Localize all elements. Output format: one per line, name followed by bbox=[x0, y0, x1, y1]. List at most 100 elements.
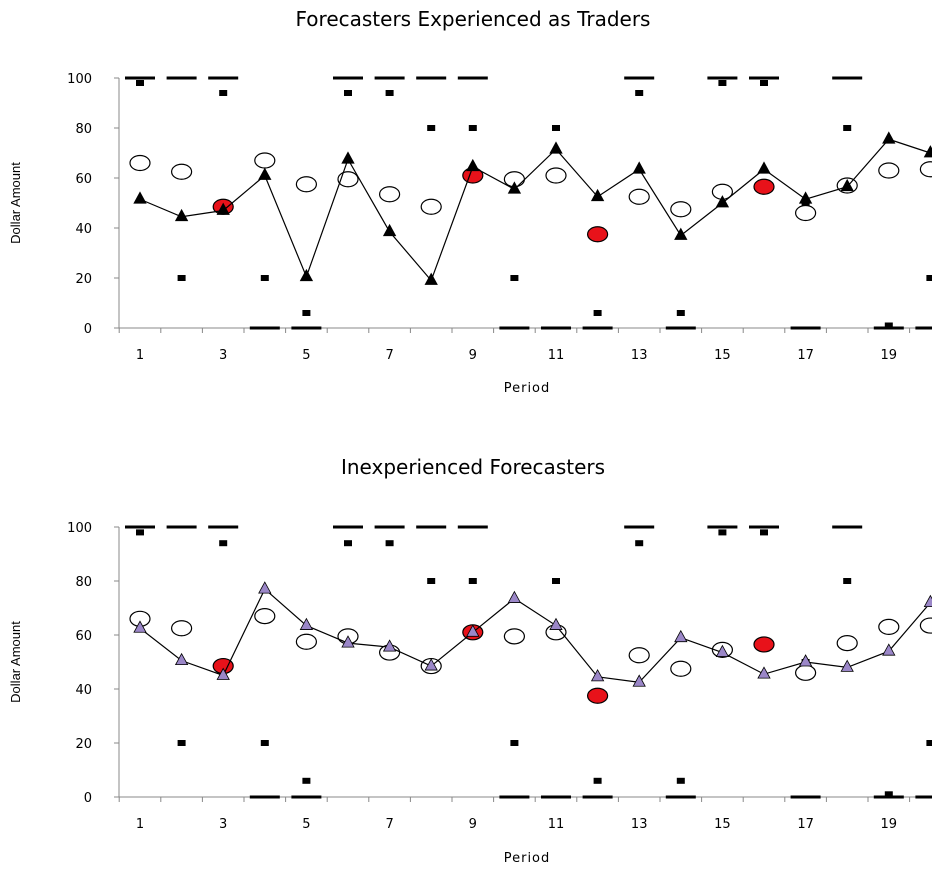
triangle-point bbox=[341, 151, 355, 164]
circle-point bbox=[670, 201, 692, 218]
circle-point bbox=[295, 176, 317, 193]
x-tick-label: 17 bbox=[797, 817, 814, 832]
triangle-point bbox=[382, 639, 397, 652]
x-tick-label: 7 bbox=[385, 817, 393, 832]
y-tick-label: 60 bbox=[75, 629, 92, 644]
circle-point bbox=[794, 664, 817, 681]
y-tick-label: 20 bbox=[75, 272, 92, 287]
small-square-mark bbox=[260, 740, 269, 746]
y-tick-label: 20 bbox=[75, 737, 92, 752]
x-tick-label: 13 bbox=[631, 817, 648, 832]
small-square-mark bbox=[718, 529, 727, 536]
x-tick-label: 5 bbox=[302, 817, 310, 832]
y-axis-label: Dollar Amount bbox=[8, 621, 23, 703]
triangle-point bbox=[299, 268, 314, 282]
triangle-point bbox=[133, 191, 147, 204]
y-tick-label: 0 bbox=[84, 322, 92, 337]
red-circle-point bbox=[753, 178, 775, 195]
circle-point bbox=[878, 618, 900, 636]
triangle-point bbox=[882, 643, 896, 656]
y-tick-label: 40 bbox=[75, 222, 92, 237]
x-tick-label: 9 bbox=[469, 817, 477, 832]
red-circle-point bbox=[753, 636, 775, 653]
y-axis-label: Dollar Amount bbox=[8, 162, 23, 244]
triangle-point bbox=[923, 145, 932, 158]
circle-point bbox=[254, 152, 276, 169]
triangle-point bbox=[757, 161, 771, 174]
triangle-point bbox=[674, 629, 688, 643]
triangle-point bbox=[382, 223, 397, 237]
y-tick-label: 80 bbox=[75, 575, 92, 590]
x-tick-label: 11 bbox=[548, 348, 565, 363]
triangle-point bbox=[424, 272, 438, 285]
triangle-series-line bbox=[139, 138, 931, 282]
small-square-mark bbox=[344, 540, 352, 547]
triangle-point bbox=[549, 141, 563, 154]
small-square-mark bbox=[427, 578, 436, 584]
small-square-mark bbox=[926, 275, 932, 281]
small-square-mark bbox=[635, 540, 644, 547]
x-tick-label: 3 bbox=[219, 348, 227, 363]
triangle-point bbox=[174, 652, 189, 666]
triangle-point bbox=[549, 617, 563, 630]
small-square-mark bbox=[468, 125, 477, 131]
circle-point bbox=[628, 188, 650, 205]
small-square-mark bbox=[552, 125, 560, 131]
circle-point bbox=[171, 163, 193, 180]
x-tick-label: 7 bbox=[385, 348, 393, 363]
triangle-point bbox=[632, 674, 646, 687]
circle-point bbox=[670, 660, 692, 677]
triangle-point bbox=[715, 644, 730, 657]
triangle-point bbox=[507, 590, 522, 603]
red-circle-point bbox=[586, 687, 609, 704]
small-square-mark bbox=[593, 310, 602, 316]
x-axis-label: Period bbox=[504, 851, 551, 866]
triangle-series-line bbox=[139, 588, 931, 683]
x-tick-label: 5 bbox=[302, 348, 310, 363]
triangle-point bbox=[216, 667, 230, 680]
circle-point bbox=[878, 162, 900, 179]
circle-point bbox=[379, 186, 401, 203]
small-square-mark bbox=[302, 777, 311, 784]
x-axis-label: Period bbox=[504, 381, 551, 396]
triangle-point bbox=[133, 620, 147, 633]
small-square-mark bbox=[385, 540, 394, 547]
circle-point bbox=[420, 198, 442, 215]
small-square-mark bbox=[260, 275, 269, 281]
red-circle-point bbox=[586, 226, 609, 243]
y-tick-label: 0 bbox=[84, 791, 92, 806]
circle-point bbox=[919, 161, 932, 178]
triangle-point bbox=[507, 181, 522, 194]
small-square-mark bbox=[760, 80, 768, 86]
circle-point bbox=[337, 171, 359, 188]
small-square-mark bbox=[843, 125, 852, 131]
small-square-mark bbox=[136, 80, 144, 86]
circle-point bbox=[129, 154, 151, 172]
triangle-point bbox=[715, 195, 730, 208]
x-tick-label: 13 bbox=[631, 348, 648, 363]
small-square-mark bbox=[676, 777, 685, 784]
circle-point bbox=[503, 628, 526, 645]
triangle-point bbox=[258, 581, 272, 594]
small-square-mark bbox=[177, 275, 186, 281]
chart-title: Inexperienced Forecasters bbox=[341, 455, 605, 479]
circle-point bbox=[254, 607, 276, 625]
small-square-mark bbox=[760, 529, 768, 536]
y-tick-label: 100 bbox=[67, 521, 92, 536]
x-tick-label: 19 bbox=[881, 348, 898, 363]
triangle-point bbox=[258, 167, 272, 180]
triangle-point bbox=[424, 658, 438, 671]
small-square-mark bbox=[302, 310, 311, 316]
small-square-mark bbox=[427, 125, 436, 131]
triangle-point bbox=[466, 624, 480, 637]
small-square-mark bbox=[219, 540, 228, 547]
small-square-mark bbox=[136, 529, 144, 536]
triangle-point bbox=[590, 669, 605, 682]
circle-point bbox=[171, 620, 193, 637]
small-square-mark bbox=[926, 740, 932, 746]
circle-point bbox=[295, 633, 317, 650]
triangle-point bbox=[590, 188, 605, 202]
circle-point bbox=[794, 204, 817, 222]
